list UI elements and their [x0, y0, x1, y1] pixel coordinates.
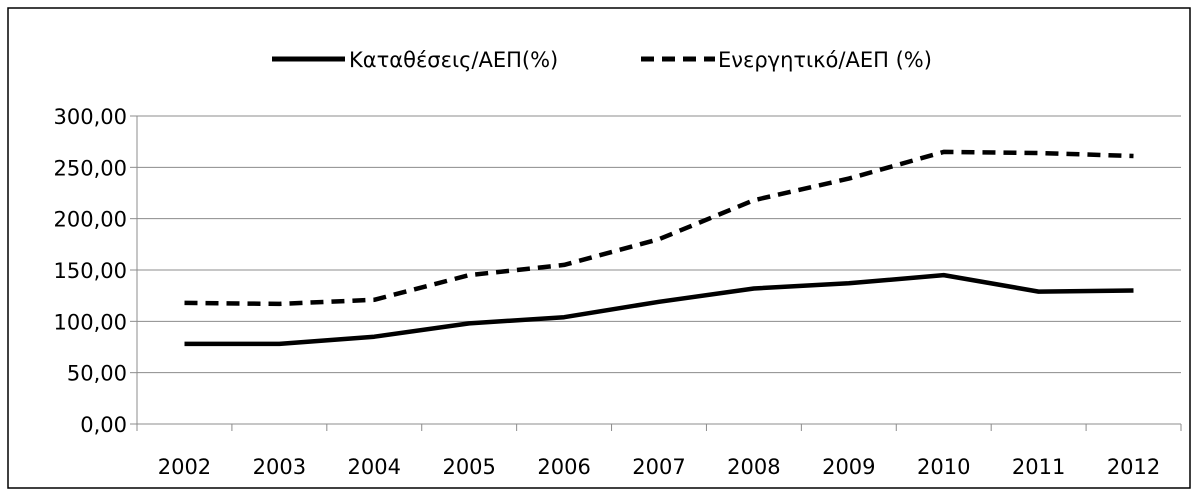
y-tick-label: 300,00: [54, 105, 127, 129]
x-tick-label: 2003: [253, 455, 306, 479]
y-tick-label: 150,00: [54, 259, 127, 283]
x-tick-label: 2007: [632, 455, 685, 479]
x-tick-label: 2008: [727, 455, 780, 479]
series-line-deposits: [184, 272, 1134, 347]
gridlines: [137, 115, 1181, 374]
series-line-assets: [184, 149, 1134, 307]
x-tick-label: 2012: [1107, 455, 1160, 479]
axes: 0,00 50,00 100,00 150,00 200,00 250,00 300,00 2…: [54, 105, 1182, 479]
y-tick-label: 250,00: [54, 156, 127, 180]
x-tick-label: 2005: [442, 455, 495, 479]
x-tick-label: 2002: [158, 455, 211, 479]
chart-border: [7, 7, 1191, 489]
x-tick-label: 2011: [1012, 455, 1065, 479]
y-tick-label: 0,00: [80, 413, 127, 437]
y-tick-label: 200,00: [54, 208, 127, 232]
x-tick-label: 2006: [537, 455, 590, 479]
y-tick-label: 100,00: [54, 310, 127, 334]
series: [184, 149, 1134, 347]
x-tick-label: 2010: [917, 455, 970, 479]
y-tick-label: 50,00: [67, 362, 127, 386]
legend: Καταθέσεις/ΑΕΠ(%) Ενεργητικό/ΑΕΠ (%): [272, 48, 932, 72]
legend-label-assets: Ενεργητικό/ΑΕΠ (%): [718, 48, 932, 72]
x-tick-label: 2004: [348, 455, 401, 479]
x-tick-label: 2009: [822, 455, 875, 479]
legend-label-deposits: Καταθέσεις/ΑΕΠ(%): [349, 48, 558, 72]
